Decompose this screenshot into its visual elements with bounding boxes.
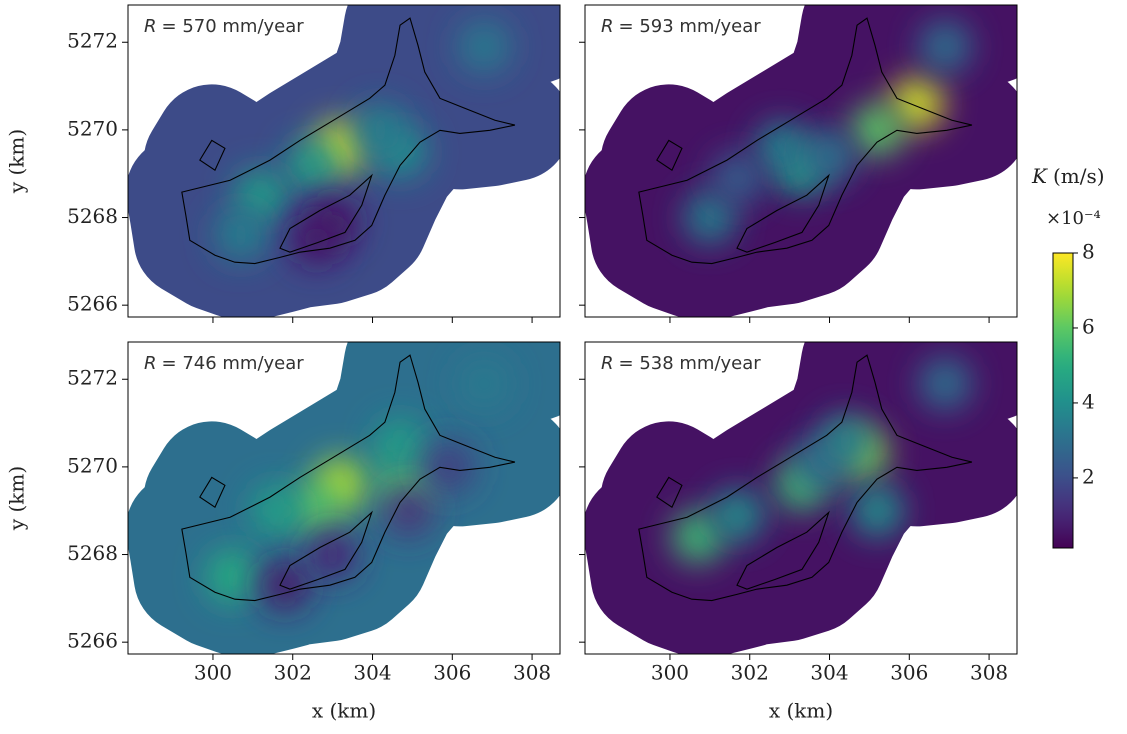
hotspot <box>290 213 343 266</box>
catchment-outline <box>736 173 830 253</box>
panel-frame <box>584 4 1018 318</box>
hotspot <box>803 130 856 183</box>
hotspot <box>671 511 724 563</box>
hotspot <box>819 414 872 467</box>
hotspot <box>422 440 475 493</box>
catchment-outline <box>638 17 973 265</box>
colorbar-label: K (m/s) <box>1031 164 1105 188</box>
y-tick-label: 5270 <box>67 453 118 477</box>
annotation-symbol: R <box>144 16 157 37</box>
hotspot <box>458 357 511 410</box>
y-tick-label: 5268 <box>67 541 118 565</box>
x-tick-label: 306 <box>890 661 928 685</box>
x-tick-label: 306 <box>433 661 471 685</box>
x-tick-label: 302 <box>274 661 312 685</box>
catchment-outline <box>279 510 373 590</box>
panel <box>128 5 560 317</box>
x-tick-label: 302 <box>731 661 769 685</box>
colorbar-offset-text: ×10⁻⁴ <box>1046 208 1101 229</box>
hotspot <box>683 191 736 244</box>
field <box>128 5 560 317</box>
x-tick-label: 304 <box>810 661 848 685</box>
hotspot <box>891 77 944 130</box>
annotation: R = 538 mm/year <box>601 353 761 374</box>
annotation-text: = 593 mm/year <box>619 16 762 37</box>
catchment-outline <box>638 354 973 602</box>
annotation-text: = 746 mm/year <box>162 353 305 374</box>
y-tick-label: 5270 <box>67 116 118 140</box>
hotspot <box>755 121 808 174</box>
catchment-outline <box>279 173 373 253</box>
hotspot <box>458 20 511 73</box>
hotspot <box>214 209 267 262</box>
hotspot <box>306 528 359 581</box>
catchment-outline <box>181 354 516 602</box>
catchment-outline <box>656 476 683 509</box>
annotation-symbol: R <box>601 16 614 37</box>
annotation-symbol: R <box>144 353 157 374</box>
annotation-text: = 570 mm/year <box>162 16 305 37</box>
hotspot <box>374 418 427 471</box>
hotspot <box>711 152 764 205</box>
hotspot <box>919 357 972 410</box>
y-tick-label: 5272 <box>67 366 118 390</box>
hotspot <box>851 484 904 537</box>
hotspot <box>711 489 764 542</box>
hotspot <box>919 20 972 73</box>
panel <box>585 5 1017 317</box>
field <box>585 342 1017 654</box>
colorbar-label-unit: (m/s) <box>1053 164 1105 188</box>
panel-frame <box>127 341 561 655</box>
catchment-outline <box>199 139 226 172</box>
catchment-outline <box>199 476 226 509</box>
hotspot <box>286 138 339 191</box>
y-tick-label: 5266 <box>67 629 118 653</box>
y-tick-label: 5266 <box>67 292 118 316</box>
hotspot <box>250 484 303 537</box>
x-axis-label: x (km) <box>312 699 376 723</box>
panel <box>128 342 560 654</box>
field <box>585 5 1017 317</box>
colorbar-label-symbol: K <box>1031 164 1048 188</box>
x-tick-label: 300 <box>651 661 689 685</box>
colorbar <box>1052 252 1074 549</box>
annotation: R = 593 mm/year <box>601 16 761 37</box>
y-tick-label: 5268 <box>67 204 118 228</box>
catchment-outline <box>181 17 516 265</box>
annotation: R = 570 mm/year <box>144 16 304 37</box>
x-tick-label: 308 <box>513 661 551 685</box>
annotation: R = 746 mm/year <box>144 353 304 374</box>
x-tick-label: 304 <box>353 661 391 685</box>
hotspot <box>234 169 287 222</box>
hotspot <box>382 484 435 537</box>
hotspot <box>258 559 311 612</box>
hotspot <box>851 103 904 156</box>
y-axis-label: y (km) <box>5 466 29 531</box>
colorbar-tick-label: 8 <box>1082 240 1095 264</box>
colorbar-tick-label: 6 <box>1082 314 1095 338</box>
panel <box>585 342 1017 654</box>
catchment-outline <box>736 510 830 590</box>
hotspot <box>290 484 343 537</box>
panel-frame <box>584 341 1018 655</box>
hotspot <box>354 103 407 156</box>
x-tick-label: 308 <box>970 661 1008 685</box>
colorbar-tick-label: 2 <box>1082 464 1095 488</box>
y-axis-label: y (km) <box>5 129 29 194</box>
catchment-outline <box>656 139 683 172</box>
hotspot <box>206 550 259 603</box>
field <box>128 342 560 654</box>
colorbar-tick-label: 4 <box>1082 389 1095 413</box>
y-tick-label: 5272 <box>67 29 118 53</box>
annotation-symbol: R <box>601 353 614 374</box>
x-axis-label: x (km) <box>769 699 833 723</box>
x-tick-label: 300 <box>194 661 232 685</box>
annotation-text: = 538 mm/year <box>619 353 762 374</box>
panel-frame <box>127 4 561 318</box>
